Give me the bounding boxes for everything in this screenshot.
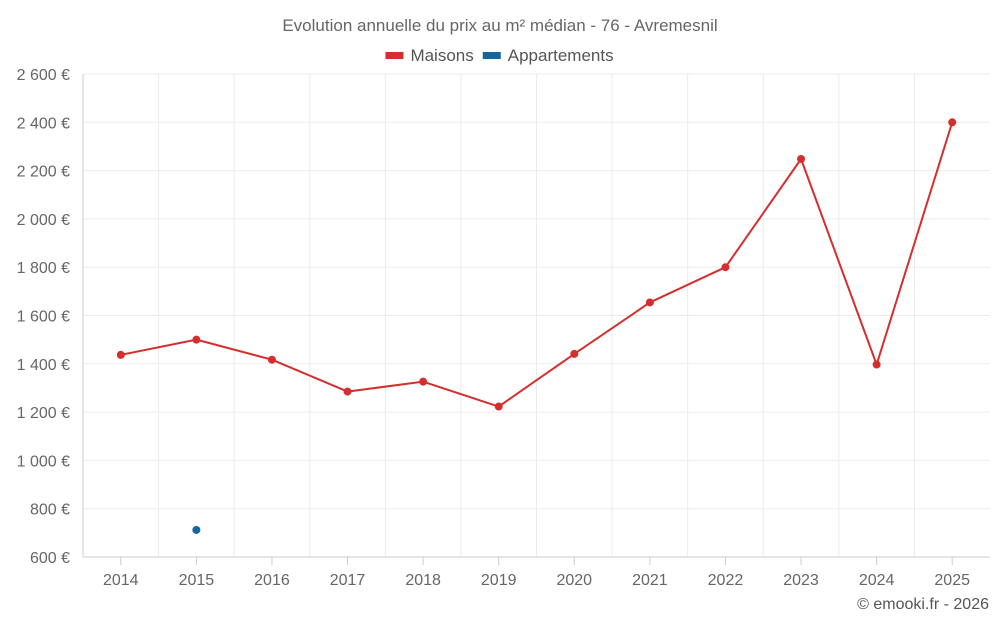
- x-tick-label: 2024: [859, 572, 895, 589]
- legend-item-maisons[interactable]: Maisons: [385, 46, 474, 65]
- x-tick-label: 2019: [481, 572, 517, 589]
- y-tick-label: 1 200 €: [17, 405, 70, 422]
- data-point-maisons[interactable]: [343, 387, 352, 396]
- data-point-maisons[interactable]: [267, 355, 276, 364]
- x-tick-label: 2020: [556, 572, 592, 589]
- legend-label: Maisons: [410, 46, 473, 65]
- x-tick-label: 2021: [632, 572, 668, 589]
- legend-label: Appartements: [508, 46, 614, 65]
- data-point-appartements[interactable]: [192, 525, 201, 534]
- x-tick-label: 2025: [934, 572, 970, 589]
- data-point-maisons[interactable]: [797, 155, 806, 164]
- data-point-maisons[interactable]: [192, 335, 201, 344]
- axes: 600 € 800 € 1 000 € 1 200 € 1 400 € 1 600 € 1 …: [17, 67, 990, 589]
- data-point-maisons[interactable]: [419, 377, 428, 386]
- grid: [83, 73, 990, 557]
- y-tick-label: 2 200 €: [17, 164, 70, 181]
- y-tick-label: 1 400 €: [17, 357, 70, 374]
- data-point-maisons[interactable]: [948, 118, 957, 127]
- x-tick-label: 2023: [783, 572, 819, 589]
- legend[interactable]: Maisons Appartements: [385, 46, 614, 65]
- chart-title: Evolution annuelle du prix au m² médian …: [282, 16, 717, 35]
- y-tick-label: 1 000 €: [17, 453, 70, 470]
- credit-text: © emooki.fr - 2026: [857, 596, 989, 613]
- y-tick-label: 600 €: [30, 550, 70, 567]
- y-tick-label: 2 000 €: [17, 212, 70, 229]
- x-tick-label: 2015: [179, 572, 215, 589]
- y-tick-label: 800 €: [30, 502, 70, 519]
- series-line-maisons: [120, 122, 954, 408]
- legend-item-appartements[interactable]: Appartements: [482, 46, 614, 65]
- x-tick-label: 2018: [405, 572, 441, 589]
- data-point-maisons[interactable]: [570, 349, 579, 358]
- y-tick-label: 1 600 €: [17, 309, 70, 326]
- x-tick-label: 2022: [708, 572, 744, 589]
- legend-swatch: [482, 52, 501, 59]
- data-point-maisons[interactable]: [721, 263, 730, 272]
- legend-swatch: [385, 52, 404, 59]
- x-tick-label: 2017: [330, 572, 366, 589]
- x-tick-label: 2016: [254, 572, 290, 589]
- y-tick-label: 2 400 €: [17, 115, 70, 132]
- series: [116, 118, 957, 534]
- y-tick-label: 1 800 €: [17, 260, 70, 277]
- y-tick-label: 2 600 €: [17, 67, 70, 84]
- data-point-maisons[interactable]: [116, 350, 125, 359]
- data-point-maisons[interactable]: [872, 360, 881, 369]
- x-tick-label: 2014: [103, 572, 139, 589]
- data-point-maisons[interactable]: [494, 402, 503, 411]
- data-point-maisons[interactable]: [645, 298, 654, 307]
